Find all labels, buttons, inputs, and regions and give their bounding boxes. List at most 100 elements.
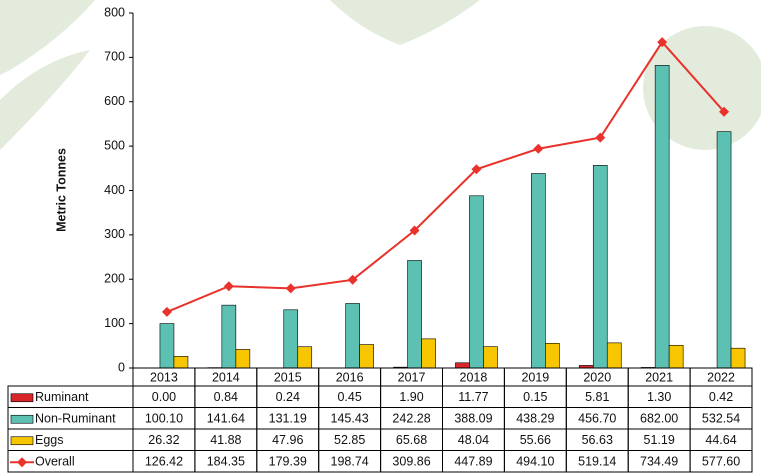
table-value: 438.29 (516, 412, 554, 426)
bar (455, 362, 470, 369)
line-marker (595, 132, 606, 143)
y-tick-label: 300 (104, 227, 125, 241)
table-value: 0.00 (152, 390, 176, 404)
line-marker (409, 225, 420, 236)
bar (407, 260, 422, 369)
x-tick-label: 2021 (645, 370, 673, 384)
table-value: 0.42 (709, 390, 733, 404)
x-tick-label: 2015 (274, 370, 302, 384)
table-value: 51.19 (644, 433, 675, 447)
bar (235, 349, 251, 369)
line-marker (161, 306, 172, 317)
bar (469, 195, 484, 369)
table-value: 47.96 (272, 433, 303, 447)
x-tick-label: 2022 (707, 370, 735, 384)
line-marker (223, 281, 234, 292)
bar (483, 346, 498, 369)
bar (421, 338, 436, 369)
table-value: 126.42 (145, 455, 183, 469)
bar (283, 309, 299, 369)
line-marker (347, 274, 358, 285)
table-value: 519.14 (578, 455, 616, 469)
bar (668, 344, 684, 369)
bar (221, 304, 237, 369)
table-value: 55.66 (520, 433, 551, 447)
table-value: 44.64 (705, 433, 736, 447)
table-value: 0.15 (523, 390, 547, 404)
table-cell (689, 450, 753, 473)
table-value: 1.90 (399, 390, 423, 404)
x-tick-label: 2020 (583, 370, 611, 384)
table-value: 52.85 (334, 433, 365, 447)
table-value: 0.24 (276, 390, 300, 404)
line (166, 40, 725, 313)
table-value: 179.39 (269, 455, 307, 469)
x-tick-label: 2019 (521, 370, 549, 384)
legend-label: Non-Ruminant (35, 412, 116, 426)
table-value: 5.81 (585, 390, 609, 404)
table-value: 577.60 (702, 455, 740, 469)
bar (730, 347, 746, 369)
bar (592, 165, 608, 369)
y-tick-label: 100 (104, 316, 125, 330)
bar (359, 344, 374, 369)
bar (545, 343, 560, 369)
x-tick-label: 2016 (336, 370, 364, 384)
bar (345, 303, 360, 369)
y-tick-label: 400 (104, 183, 125, 197)
legend-swatch (17, 457, 27, 468)
legend-label: Eggs (35, 433, 64, 447)
line-marker (657, 37, 668, 48)
table-value: 65.68 (396, 433, 427, 447)
y-tick-label: 700 (104, 50, 125, 64)
x-tick-label: 2018 (460, 370, 488, 384)
table-value: 0.84 (214, 390, 238, 404)
bar (173, 356, 189, 369)
y-tick-label: 600 (104, 94, 125, 108)
legend-swatch (10, 393, 34, 403)
table-value: 309.86 (392, 455, 430, 469)
table-value: 447.89 (454, 455, 492, 469)
table-value: 0.45 (337, 390, 361, 404)
bar (716, 131, 732, 369)
table-value: 48.04 (458, 433, 489, 447)
line-marker (719, 106, 730, 117)
legend-swatch (10, 414, 34, 424)
y-tick-label: 500 (104, 138, 125, 152)
bar (159, 323, 175, 369)
table-value: 100.10 (145, 412, 183, 426)
bar (654, 65, 670, 369)
table-value: 11.77 (458, 390, 488, 404)
x-tick-label: 2017 (398, 370, 426, 384)
table-value: 41.88 (210, 433, 241, 447)
table-value: 56.63 (582, 433, 613, 447)
table-value: 145.43 (331, 412, 369, 426)
table-value: 184.35 (207, 455, 245, 469)
legend-label: Overall (35, 455, 75, 469)
table-value: 532.54 (702, 412, 740, 426)
table-value: 26.32 (148, 433, 179, 447)
table-value: 682.00 (640, 412, 678, 426)
bar (297, 346, 313, 369)
line-marker (533, 143, 544, 154)
y-axis-label: Metric Tonnes (54, 148, 68, 232)
bar (606, 342, 622, 369)
table-value: 131.19 (269, 412, 307, 426)
background-decoration (0, 0, 761, 150)
y-tick-label: 800 (104, 5, 125, 19)
table-value: 388.09 (454, 412, 492, 426)
table-value: 141.64 (207, 412, 245, 426)
table-value: 494.10 (516, 455, 554, 469)
table-value: 456.70 (578, 412, 616, 426)
legend-swatch (10, 436, 34, 446)
table-value: 1.30 (647, 390, 671, 404)
table-value: 242.28 (392, 412, 430, 426)
line-marker (285, 283, 296, 294)
table-value: 198.74 (331, 455, 369, 469)
x-tick-label: 2013 (150, 370, 178, 384)
bar (531, 173, 546, 369)
line-marker (471, 164, 482, 175)
y-tick-label: 200 (104, 272, 125, 286)
